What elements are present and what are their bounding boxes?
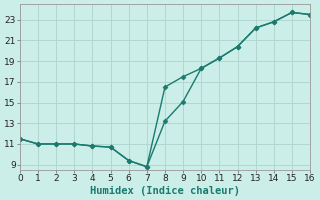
X-axis label: Humidex (Indice chaleur): Humidex (Indice chaleur): [90, 186, 240, 196]
